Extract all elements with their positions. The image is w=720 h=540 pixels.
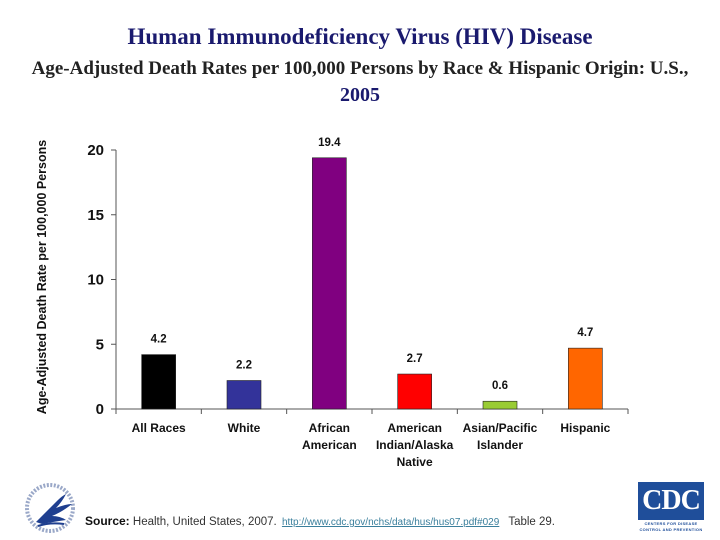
x-tick-label: All Races [132, 421, 186, 435]
bar [482, 400, 518, 410]
x-tick-label: White [228, 421, 261, 435]
data-label: 2.2 [236, 360, 252, 372]
source-text: Health, United States, 2007. [132, 516, 277, 528]
bar [312, 157, 347, 410]
x-tick-label: Hispanic [560, 421, 610, 435]
source-link[interactable]: http://www.cdc.gov/nchs/data/hus/hus07.p… [281, 517, 500, 528]
y-tick-label: 10 [87, 272, 104, 289]
x-tick-label: Indian/Alaska [376, 438, 454, 452]
data-label: 4.2 [151, 334, 167, 346]
table-reference: Table 29. [508, 516, 555, 528]
data-label: 0.6 [492, 380, 508, 392]
chart-subtitle: Age-Adjusted Death Rates per 100,000 Per… [31, 58, 689, 79]
cdc-logo: CDC CENTERS FOR DISEASE CONTROL AND PREV… [638, 482, 704, 532]
y-tick-label: 20 [87, 142, 104, 159]
cdc-logo-subtitle-1: CENTERS FOR DISEASE [644, 521, 698, 526]
data-label: 4.7 [577, 327, 593, 339]
bar [568, 347, 603, 410]
bar [397, 373, 432, 410]
y-tick-label: 0 [96, 401, 104, 418]
chart-title: Human Immunodeficiency Virus (HIV) Disea… [127, 24, 593, 49]
source-citation: Source: Health, United States, 2007. htt… [85, 514, 555, 528]
x-tick-label: American [387, 421, 442, 435]
chart-year: 2005 [340, 84, 380, 106]
hhs-logo [22, 482, 82, 539]
y-tick-label: 5 [96, 336, 104, 353]
y-tick-label: 15 [87, 207, 104, 224]
x-tick-label: Islander [477, 438, 523, 452]
bar [141, 354, 176, 410]
x-tick-label: Asian/Pacific [463, 421, 538, 435]
bar [226, 380, 262, 410]
x-tick-label: African [309, 421, 350, 435]
x-tick-label: Native [397, 455, 433, 469]
data-label: 19.4 [318, 137, 341, 149]
x-tick-label: American [302, 438, 357, 452]
cdc-logo-text: CDC [638, 482, 704, 520]
data-label: 2.7 [407, 353, 423, 365]
cdc-logo-subtitle-2: CONTROL AND PREVENTION [639, 527, 703, 532]
source-label: Source: [85, 514, 130, 528]
